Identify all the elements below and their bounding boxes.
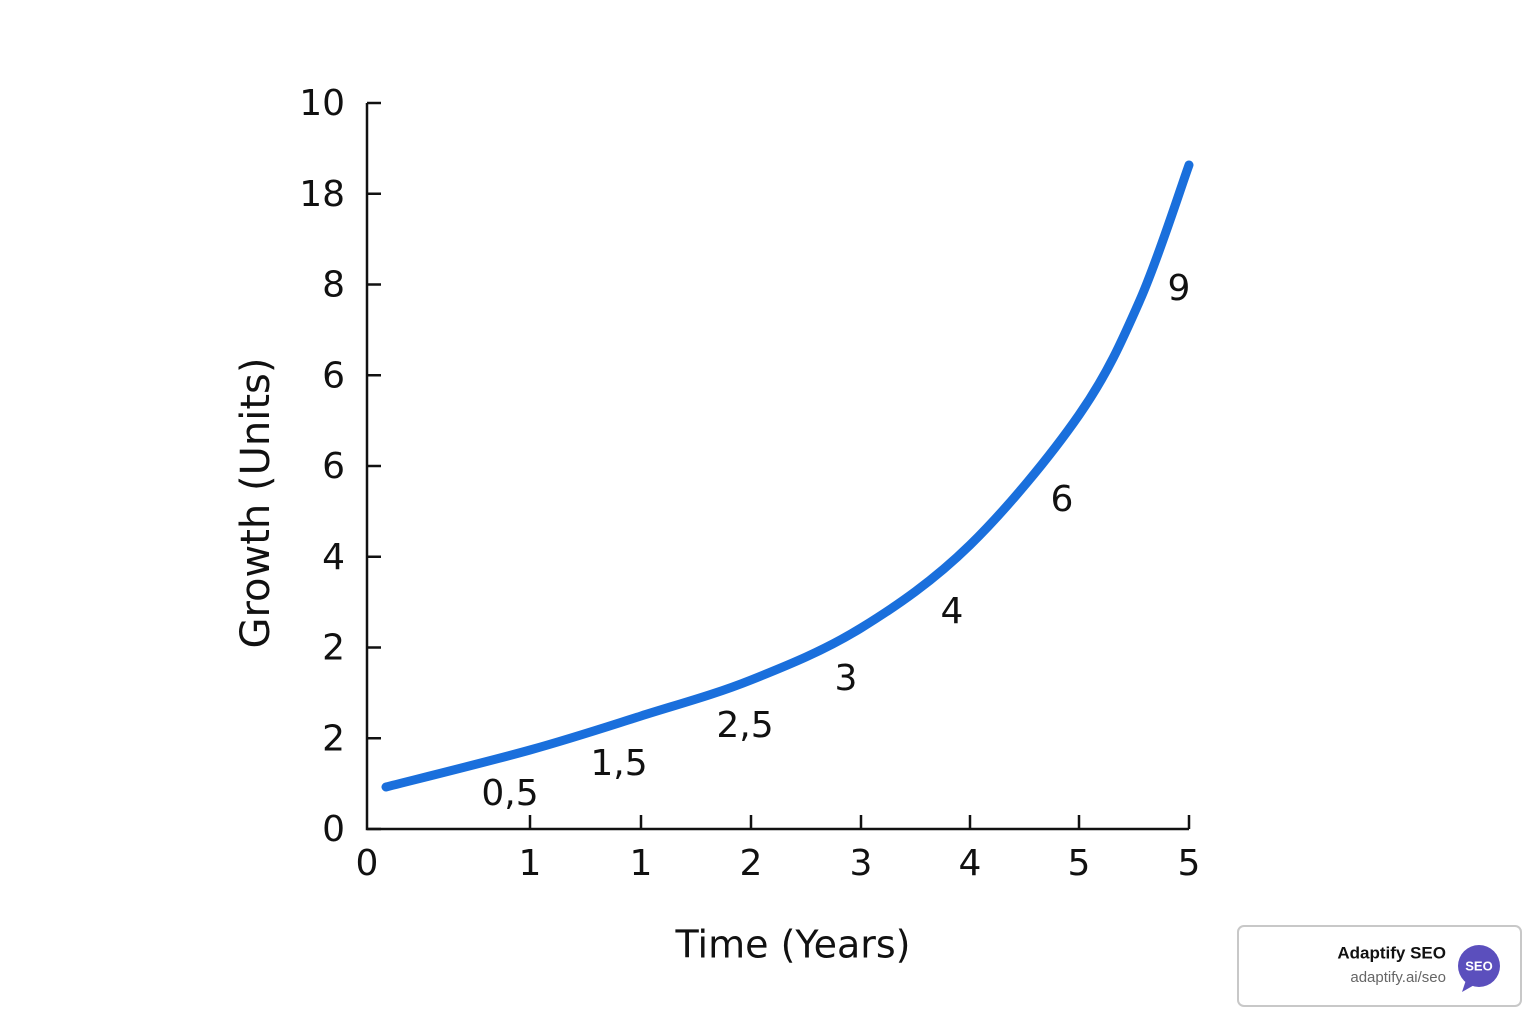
curve-annotation: 4	[941, 591, 964, 632]
badge-icon	[1458, 945, 1500, 987]
y-axis-title: Growth (Units)	[233, 358, 279, 649]
y-tick-label: 10	[299, 83, 345, 124]
y-tick-label: 6	[322, 446, 345, 487]
y-tick-label: 4	[322, 537, 345, 578]
curve-annotation: 6	[1051, 479, 1074, 520]
y-tick-label: 2	[322, 718, 345, 759]
badge-icon-text: SEO	[1465, 958, 1492, 973]
y-tick-label: 18	[299, 174, 345, 215]
x-tick-label: 5	[1068, 843, 1091, 884]
x-tick-label: 5	[1178, 843, 1201, 884]
curve-annotation: 3	[835, 658, 858, 699]
badge[interactable]: Adaptify SEO adaptify.ai/seo SEO	[1237, 925, 1522, 1007]
x-tick-label: 1	[630, 843, 653, 884]
y-tick-label: 6	[322, 355, 345, 396]
x-tick-label: 3	[850, 843, 873, 884]
x-tick-label: 1	[519, 843, 542, 884]
badge-url: adaptify.ai/seo	[1350, 969, 1446, 986]
x-tick-label: 2	[740, 843, 763, 884]
curve-annotation: 0,5	[481, 773, 538, 814]
x-tick-label: 0	[356, 843, 379, 884]
badge-title: Adaptify SEO	[1337, 943, 1446, 962]
x-axis-title: Time (Years)	[675, 923, 911, 967]
badge-box	[1237, 925, 1522, 1007]
y-tick-label: 0	[322, 809, 345, 850]
curve-annotation: 1,5	[590, 743, 647, 784]
x-tick-label: 4	[959, 843, 982, 884]
growth-curve	[381, 160, 1194, 792]
y-tick-label: 8	[322, 265, 345, 306]
y-tick-label: 2	[322, 628, 345, 669]
curve-annotation: 2,5	[716, 705, 773, 746]
curve-annotation: 9	[1168, 268, 1191, 309]
